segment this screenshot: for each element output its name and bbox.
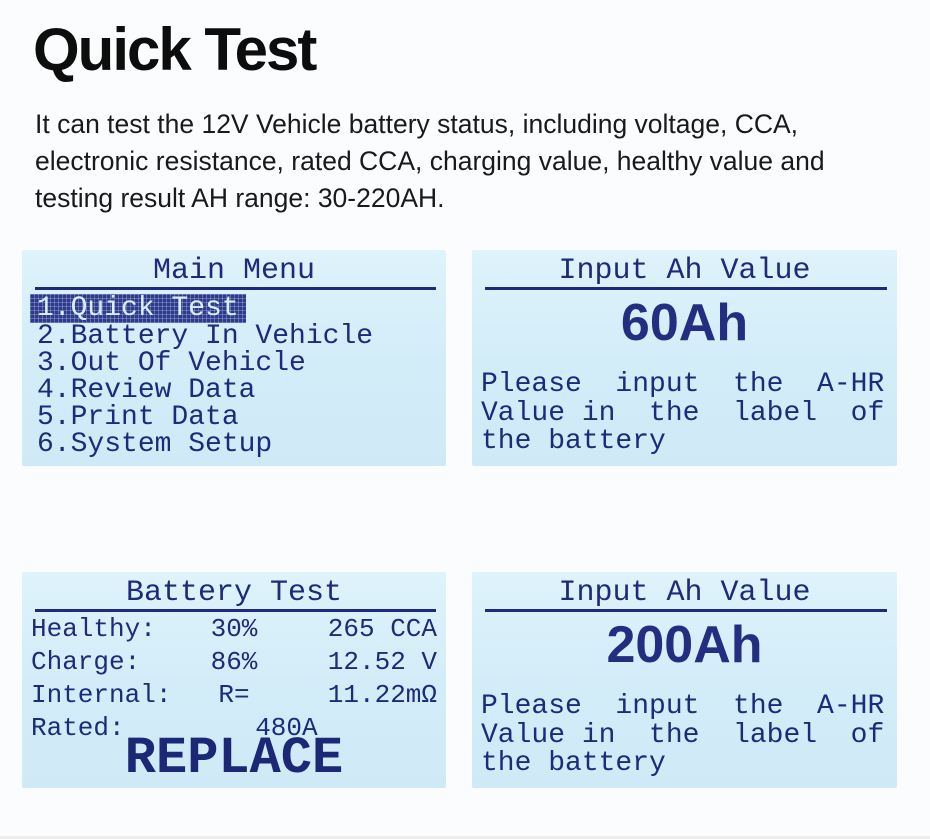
- internal-r-equals: R=: [218, 680, 250, 710]
- lcd-title-underline: [485, 287, 887, 290]
- lcd-title-underline: [35, 609, 436, 612]
- battery-test-row-rated: Rated: 480A: [22, 712, 446, 745]
- page-description: It can test the 12V Vehicle battery stat…: [35, 109, 825, 213]
- lcd-input-ah-title: Input Ah Value: [558, 254, 811, 288]
- charge-label: Charge:: [31, 647, 141, 677]
- lcd-title-underline: [35, 287, 436, 290]
- healthy-cca: 265 CCA: [327, 614, 437, 644]
- lcd-screen-battery-test: Battery Test Healthy: 30% 265 CCA Charge…: [22, 572, 446, 788]
- internal-resistance: 11.22mΩ: [327, 680, 437, 710]
- menu-item-battery-in-vehicle: 2.Battery In Vehicle: [37, 321, 374, 352]
- healthy-percent: 30%: [210, 614, 258, 644]
- menu-item-out-of-vehicle: 3.Out Of Vehicle: [37, 348, 306, 379]
- rated-amps: 480A: [255, 713, 318, 743]
- battery-test-row-charge: Charge: 86% 12.52 V: [22, 646, 446, 679]
- charge-percent: 86%: [210, 647, 258, 677]
- bottom-divider: [0, 836, 930, 839]
- lcd-battery-test-title: Battery Test: [125, 576, 343, 610]
- test-result-replace: REPLACE: [124, 729, 344, 788]
- lcd-screen-main-menu: Main Menu 1.Quick Test 2.Battery In Vehi…: [22, 250, 446, 466]
- lcd-main-menu-title: Main Menu: [152, 254, 316, 288]
- battery-test-row-internal: Internal: R= 11.22mΩ: [22, 679, 446, 712]
- charge-voltage: 12.52 V: [327, 647, 437, 677]
- healthy-label: Healthy:: [31, 614, 156, 644]
- lcd-screen-input-ah-60: Input Ah Value 60Ah Please input the A-H…: [472, 250, 897, 466]
- menu-item-review-data: 4.Review Data: [37, 375, 256, 406]
- lcd-input-ah-title: Input Ah Value: [558, 576, 811, 610]
- battery-test-row-healthy: Healthy: 30% 265 CCA: [22, 613, 446, 646]
- battery-test-rows: Healthy: 30% 265 CCA Charge: 86% 12.52 V…: [22, 613, 446, 745]
- rated-label: Rated:: [31, 713, 125, 743]
- page-title: Quick Test: [33, 16, 317, 83]
- main-menu-list: 1.Quick Test 2.Battery In Vehicle 3.Out …: [30, 294, 440, 460]
- ah-value-60: 60Ah: [620, 294, 749, 352]
- menu-item-print-data: 5.Print Data: [37, 402, 239, 433]
- internal-label: Internal:: [31, 680, 172, 710]
- lcd-title-underline: [485, 609, 887, 612]
- menu-item-quick-test: 1.Quick Test: [30, 294, 246, 323]
- ah-value-200: 200Ah: [606, 616, 763, 674]
- input-ah-instruction: Please input the A-HR Value in the label…: [481, 691, 885, 779]
- menu-item-system-setup: 6.System Setup: [37, 429, 273, 460]
- input-ah-instruction: Please input the A-HR Value in the label…: [481, 369, 885, 457]
- lcd-screen-input-ah-200: Input Ah Value 200Ah Please input the A-…: [472, 572, 897, 788]
